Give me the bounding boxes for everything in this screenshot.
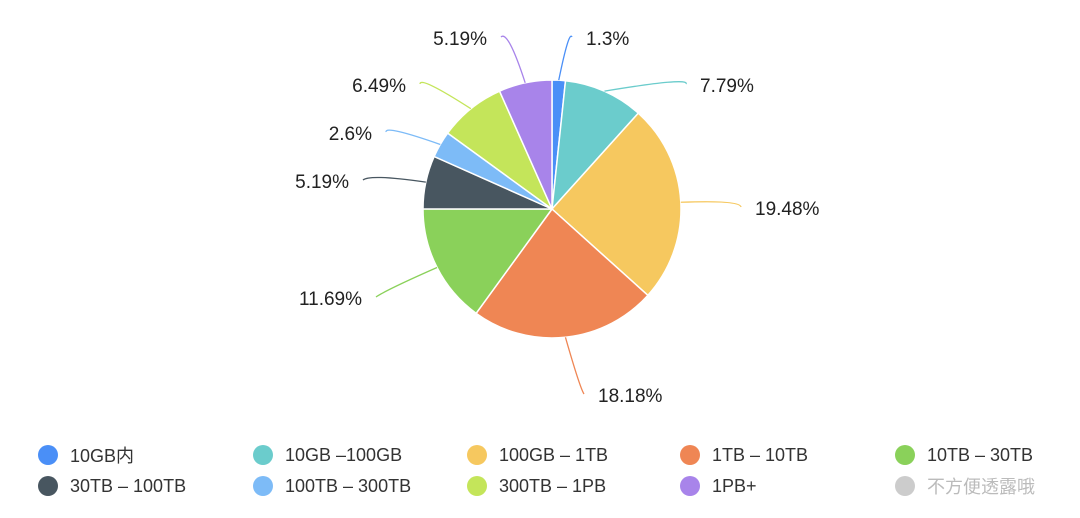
legend-swatch-icon (253, 445, 273, 465)
leader-line (680, 201, 742, 208)
legend-label: 100GB – 1TB (499, 444, 609, 465)
legend-swatch-icon (467, 445, 487, 465)
pie-slice[interactable] (422, 208, 554, 315)
legend-item-30tb-100tb[interactable]: 30TB – 100TB (38, 474, 186, 498)
legend-label: 10GB –100GB (285, 444, 403, 465)
leader-line (500, 35, 526, 84)
legend-item-1pb-plus[interactable]: 1PB+ (680, 474, 757, 498)
legend-item-100gb-1tb[interactable]: 100GB – 1TB (467, 443, 608, 467)
data-label: 7.79% (700, 76, 754, 97)
legend-label: 300TB – 1PB (499, 475, 607, 496)
legend-swatch-icon (467, 476, 487, 496)
legend-item-300tb-1pb[interactable]: 300TB – 1PB (467, 474, 606, 498)
leader-line (375, 266, 438, 298)
leader-line (362, 176, 426, 183)
pie-slice[interactable] (551, 79, 640, 212)
legend-swatch-icon (253, 476, 273, 496)
leader-line (419, 81, 472, 110)
legend-label: 1TB – 10TB (712, 444, 809, 465)
legend-swatch-icon (895, 445, 915, 465)
legend-item-10gb[interactable]: 10GB内 (38, 443, 134, 467)
legend: 10GB内 10GB –100GB 100GB – 1TB 1TB – 10TB… (0, 438, 1080, 508)
legend-item-10tb-30tb[interactable]: 10TB – 30TB (895, 443, 1033, 467)
data-label: 6.49% (352, 76, 406, 97)
data-label: 5.19% (295, 172, 349, 193)
legend-label: 10TB – 30TB (927, 444, 1034, 465)
legend-swatch-icon (680, 476, 700, 496)
legend-swatch-icon (895, 476, 915, 496)
legend-label: 10GB内 (70, 446, 135, 466)
legend-swatch-icon (38, 476, 58, 496)
legend-item-1tb-10tb[interactable]: 1TB – 10TB (680, 443, 808, 467)
data-label: 11.69% (299, 289, 362, 310)
data-label: 5.19% (433, 29, 487, 50)
leader-line (385, 129, 441, 146)
data-label: 18.18% (598, 386, 663, 407)
legend-swatch-icon (38, 445, 58, 465)
leader-line (604, 81, 687, 92)
pie-chart: 1.3% 7.79% 19.48% 18.18% 11.69% 5.19% 2.6% 6.49… (295, 29, 820, 407)
data-label: 2.6% (329, 124, 372, 145)
legend-item-undisclosed[interactable]: 不方便透露哦 (895, 474, 1035, 498)
legend-label: 不方便透露哦 (927, 477, 1035, 497)
leader-line (558, 35, 573, 81)
legend-label: 1PB+ (712, 475, 757, 496)
data-label: 1.3% (586, 29, 629, 50)
legend-item-10gb-100gb[interactable]: 10GB –100GB (253, 443, 402, 467)
legend-label: 100TB – 300TB (285, 475, 412, 496)
legend-item-100tb-300tb[interactable]: 100TB – 300TB (253, 474, 411, 498)
leader-line (564, 337, 585, 395)
legend-swatch-icon (680, 445, 700, 465)
data-label: 19.48% (755, 199, 820, 220)
legend-label: 30TB – 100TB (70, 475, 187, 496)
